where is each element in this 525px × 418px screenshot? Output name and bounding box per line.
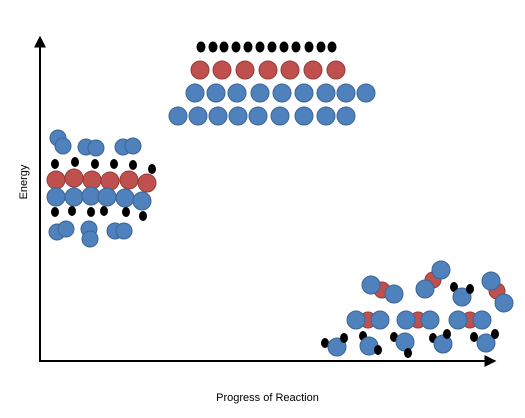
blue-atom [448,310,468,330]
blue-atom [494,293,514,313]
red-atom [100,171,120,191]
blue-atom [452,287,472,307]
blue-atom [188,106,208,126]
transition-state-molecules [168,41,376,126]
blue-atom [270,106,290,126]
black-atom [139,211,147,221]
red-atom [303,60,323,80]
blue-atom [415,279,435,299]
blue-atom [431,260,451,280]
red-atom [190,60,210,80]
blue-atom [46,187,66,207]
blue-atom [336,106,356,126]
black-atom [219,41,229,53]
blue-atom [316,106,336,126]
blue-atom [168,106,188,126]
blue-atom [57,220,75,238]
blue-atom [370,310,390,330]
black-atom [231,41,241,53]
black-atom [71,157,79,167]
black-atom [255,41,265,53]
red-atom [119,170,139,190]
blue-atom [250,83,270,103]
black-atom [316,41,326,53]
red-atom [326,60,346,80]
red-atom [258,60,278,80]
black-atom [466,284,474,294]
blue-atom [420,310,440,330]
blue-atom [81,186,101,206]
blue-atom [64,187,84,207]
black-atom [267,41,277,53]
black-atom [208,41,218,53]
black-atom [491,329,499,339]
blue-atom [361,275,381,295]
blue-atom [327,337,347,357]
blue-atom [294,106,314,126]
x-axis-label: Progress of Reaction [216,392,319,404]
reactants-molecules [46,129,157,248]
blue-atom [248,106,268,126]
blue-atom [115,188,135,208]
black-atom [51,159,59,169]
red-atom [137,173,157,193]
red-atom [82,170,102,190]
blue-atom [54,137,72,155]
products-molecules [321,260,514,358]
blue-atom [384,284,404,304]
black-atom [291,41,301,53]
black-atom [243,41,253,53]
black-atom [91,159,99,169]
black-atom [470,332,478,342]
black-atom [279,41,289,53]
black-atom [304,41,314,53]
black-atom [129,160,137,170]
blue-atom [115,222,133,240]
black-atom [122,207,130,217]
black-atom [51,207,59,217]
black-atom [443,329,451,339]
blue-atom [228,106,248,126]
red-atom [235,60,255,80]
blue-atom [87,139,105,157]
blue-atom [272,83,292,103]
blue-atom [227,83,247,103]
blue-atom [97,187,117,207]
blue-atom [336,83,356,103]
blue-atom [356,83,376,103]
black-atom [340,333,348,343]
red-atom [212,60,232,80]
blue-atom [208,106,228,126]
blue-atom [396,310,416,330]
black-atom [450,282,458,292]
y-axis-label: Energy [18,164,30,200]
black-atom [87,207,95,217]
blue-atom [185,83,205,103]
black-atom [374,345,382,355]
blue-atom [472,310,492,330]
black-atom [196,41,206,53]
blue-atom [206,83,226,103]
blue-atom [395,332,415,352]
black-atom [321,338,329,348]
black-atom [404,348,412,358]
blue-atom [132,191,152,211]
blue-atom [316,83,336,103]
black-atom [327,41,337,53]
black-atom [68,206,76,216]
red-atom [280,60,300,80]
blue-atom [481,271,501,291]
blue-atom [346,310,366,330]
blue-atom [124,137,142,155]
blue-atom [294,83,314,103]
red-atom [46,170,66,190]
black-atom [110,159,118,169]
black-atom [148,164,156,174]
black-atom [100,206,108,216]
blue-atom [81,230,99,248]
blue-atom [476,333,496,353]
red-atom [64,168,84,188]
blue-atom [433,334,453,354]
